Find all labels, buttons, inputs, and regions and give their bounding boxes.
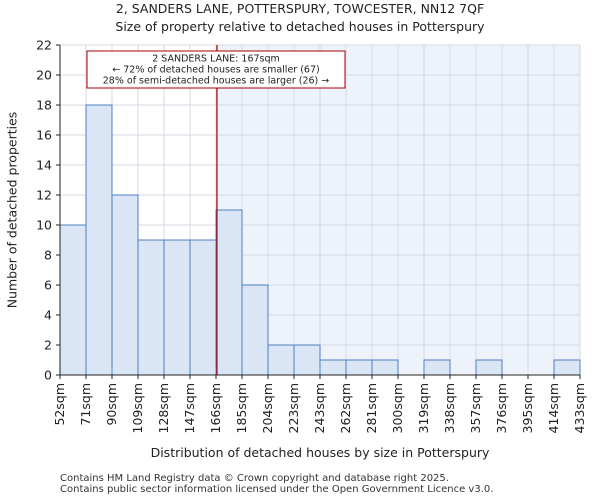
bar <box>137 239 165 376</box>
y-tick-label: 10 <box>36 218 52 233</box>
x-tick-label: 128sqm <box>156 383 171 433</box>
y-tick-label: 16 <box>36 128 52 143</box>
annotation-line: 28% of semi-detached houses are larger (… <box>103 76 330 87</box>
x-tick-label: 90sqm <box>104 383 119 426</box>
x-tick-label: 395sqm <box>520 383 535 433</box>
y-tick-label: 0 <box>44 368 52 383</box>
bar <box>345 359 373 376</box>
y-tick-label: 8 <box>44 248 52 263</box>
y-tick-label: 20 <box>36 68 52 83</box>
x-tick-label: 71sqm <box>78 383 93 426</box>
y-axis-title: Number of detached properties <box>4 112 19 309</box>
x-tick-label: 338sqm <box>442 383 457 433</box>
bar <box>241 284 269 376</box>
x-tick-label: 52sqm <box>52 383 67 426</box>
bar <box>371 359 399 376</box>
bar <box>267 344 295 376</box>
bar <box>59 224 87 376</box>
x-tick-label: 433sqm <box>572 383 587 433</box>
bar <box>189 239 217 376</box>
y-tick-label: 22 <box>36 38 52 53</box>
y-tick-label: 14 <box>36 158 52 173</box>
bar <box>215 209 243 376</box>
x-tick-label: 147sqm <box>182 383 197 433</box>
x-tick-label: 319sqm <box>416 383 431 433</box>
x-axis-title: Distribution of detached houses by size … <box>151 445 490 460</box>
x-tick-label: 376sqm <box>494 383 509 433</box>
chart-title: 2, SANDERS LANE, POTTERSPURY, TOWCESTER,… <box>115 1 485 16</box>
y-tick-label: 4 <box>44 308 52 323</box>
y-tick-label: 2 <box>44 338 52 353</box>
footer-line-2: Contains public sector information licen… <box>60 484 494 495</box>
y-tick-label: 18 <box>36 98 52 113</box>
y-tick-label: 12 <box>36 188 52 203</box>
bar <box>111 194 139 376</box>
y-tick-label: 6 <box>44 278 52 293</box>
x-tick-label: 357sqm <box>468 383 483 433</box>
x-tick-label: 223sqm <box>286 383 301 433</box>
x-tick-label: 166sqm <box>208 383 223 433</box>
bar <box>85 104 113 376</box>
x-tick-label: 300sqm <box>390 383 405 433</box>
x-tick-label: 414sqm <box>546 383 561 433</box>
bar <box>475 359 503 376</box>
chart-subtitle: Size of property relative to detached ho… <box>115 19 485 34</box>
annotation-box <box>86 50 346 89</box>
bar <box>423 359 451 376</box>
annotation-line: ← 72% of detached houses are smaller (67… <box>112 65 319 76</box>
x-tick-label: 243sqm <box>312 383 327 433</box>
x-tick-label: 281sqm <box>364 383 379 433</box>
x-tick-label: 109sqm <box>130 383 145 433</box>
bar <box>319 359 347 376</box>
bar <box>293 344 321 376</box>
x-tick-label: 262sqm <box>338 383 353 433</box>
bar <box>553 359 581 376</box>
bar <box>163 239 191 376</box>
x-tick-label: 204sqm <box>260 383 275 433</box>
footer-line-1: Contains HM Land Registry data © Crown c… <box>60 473 449 484</box>
annotation-line: 2 SANDERS LANE: 167sqm <box>152 54 280 65</box>
x-tick-label: 185sqm <box>234 383 249 433</box>
